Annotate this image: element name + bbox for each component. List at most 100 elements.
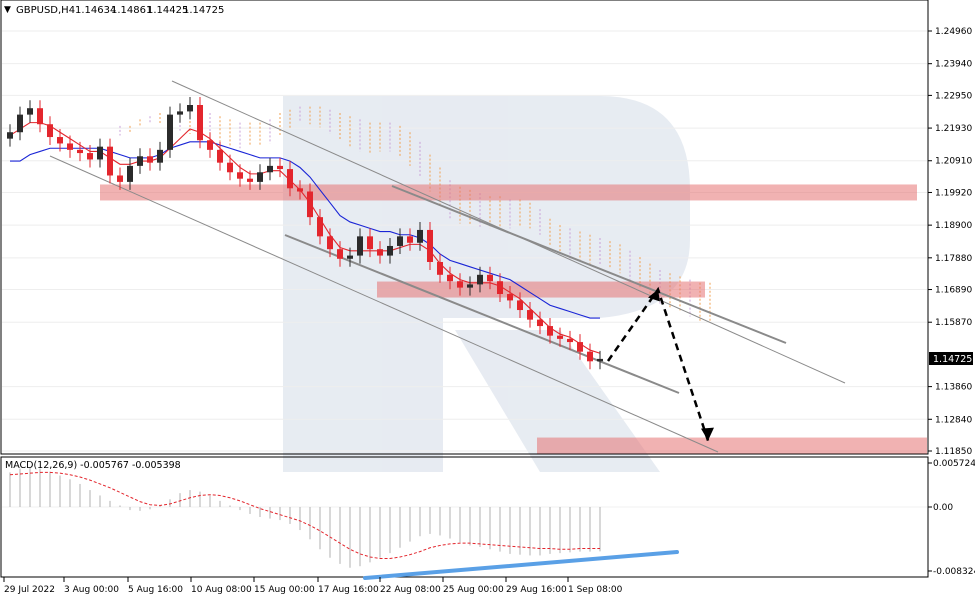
symbol-label[interactable]: GBPUSD,H4	[16, 5, 75, 16]
candle-body	[547, 326, 553, 336]
time-tick-label: 25 Aug 00:00	[443, 585, 504, 595]
candle-body	[17, 114, 23, 133]
candle-body	[47, 124, 53, 138]
time-tick-label: 10 Aug 08:00	[191, 585, 252, 595]
candle-body	[437, 261, 443, 275]
time-tick-label: 5 Aug 16:00	[128, 585, 183, 595]
candle-body	[37, 108, 43, 125]
price-tick-label: 1.23940	[935, 60, 972, 70]
candle-body	[157, 149, 163, 163]
candle-body	[167, 114, 173, 150]
candle-body	[7, 132, 13, 139]
candle-body	[317, 217, 323, 237]
ohlc-open: 1.14634	[75, 5, 116, 16]
candle-body	[297, 188, 303, 192]
candle-body	[257, 172, 263, 182]
candle-body	[427, 229, 433, 262]
candle-body	[477, 274, 483, 285]
macd-signal-line	[9, 471, 601, 560]
time-tick-label: 17 Aug 16:00	[318, 585, 379, 595]
macd-tick-label: -0.008324	[933, 567, 975, 577]
macd-tick-label: 0.00	[933, 503, 953, 513]
price-tick-label: 1.15870	[935, 318, 972, 328]
candle-body	[567, 338, 573, 343]
divergence-line	[363, 550, 679, 580]
ohlc-high: 1.14861	[111, 5, 152, 16]
price-tick-label: 1.24960	[935, 27, 972, 37]
price-tick-label: 1.17880	[935, 254, 972, 264]
channel-line	[391, 185, 787, 344]
candle-body	[397, 236, 403, 246]
price-tick-label: 1.22950	[935, 91, 972, 101]
candle-body	[77, 149, 83, 154]
time-tick-label: 3 Aug 00:00	[64, 585, 119, 595]
price-zone	[537, 437, 927, 454]
candle-body	[387, 245, 393, 256]
candle-body	[557, 335, 563, 339]
candle-body	[237, 172, 243, 179]
candle-body	[207, 140, 213, 150]
candle-body	[247, 178, 253, 182]
candle-body	[447, 274, 453, 282]
channel-line	[49, 155, 719, 453]
price-panel-frame	[0, 0, 929, 455]
macd-panel-frame	[0, 456, 929, 578]
candle-body	[137, 156, 143, 166]
symbol-dropdown-icon[interactable]: ▼	[4, 5, 11, 15]
candle-body	[97, 146, 103, 160]
candle-body	[267, 165, 273, 173]
candle-body	[597, 358, 603, 362]
ohlc-close: 1.14725	[183, 5, 224, 16]
time-tick-label: 15 Aug 00:00	[254, 585, 315, 595]
price-tick-label: 1.20910	[935, 157, 972, 167]
candle-body	[457, 281, 463, 288]
candle-body	[347, 255, 353, 259]
candle-body	[27, 108, 33, 115]
candle-body	[147, 156, 153, 163]
price-tick-label: 1.21930	[935, 124, 972, 134]
candle-body	[417, 229, 423, 243]
candle-body	[517, 300, 523, 311]
candle-body	[497, 281, 503, 295]
candle-body	[577, 342, 583, 352]
channel-line	[284, 234, 680, 394]
forecast-arrowhead-up	[648, 289, 660, 302]
candle-body	[87, 153, 93, 160]
candle-body	[197, 105, 203, 141]
candle-body	[337, 249, 343, 259]
price-tick-label: 1.18900	[935, 221, 972, 231]
time-tick-label: 22 Aug 08:00	[380, 585, 441, 595]
current-price-badge	[929, 352, 973, 365]
time-tick-label: 29 Jul 2022	[4, 585, 55, 595]
price-tick-label: 1.11850	[935, 447, 972, 457]
candle-body	[217, 149, 223, 163]
candle-body	[307, 191, 313, 218]
macd-indicator-label: MACD(12,26,9) -0.005767 -0.005398	[5, 460, 181, 471]
candle-body	[57, 137, 63, 144]
candle-body	[367, 236, 373, 250]
candle-body	[227, 162, 233, 173]
macd-tick-label: 0.005724	[933, 459, 975, 469]
candle-body	[117, 175, 123, 182]
candle-body	[67, 143, 73, 150]
ohlc-low: 1.14425	[147, 5, 188, 16]
time-tick-label: 1 Sep 08:00	[568, 585, 623, 595]
candle-body	[287, 169, 293, 189]
current-price-label: 1.14725	[933, 354, 972, 365]
candle-body	[527, 310, 533, 320]
candle-body	[507, 294, 513, 301]
candle-body	[467, 284, 473, 288]
price-tick-label: 1.13860	[935, 383, 972, 393]
candle-body	[107, 146, 113, 176]
time-tick-label: 29 Aug 16:00	[506, 585, 567, 595]
candle-body	[177, 111, 183, 115]
candle-body	[587, 351, 593, 362]
candle-body	[277, 165, 283, 170]
price-zone	[100, 184, 917, 201]
candle-body	[377, 249, 383, 256]
forecast-arrowhead-down	[701, 427, 714, 441]
candle-body	[127, 165, 133, 182]
candle-body	[487, 274, 493, 282]
